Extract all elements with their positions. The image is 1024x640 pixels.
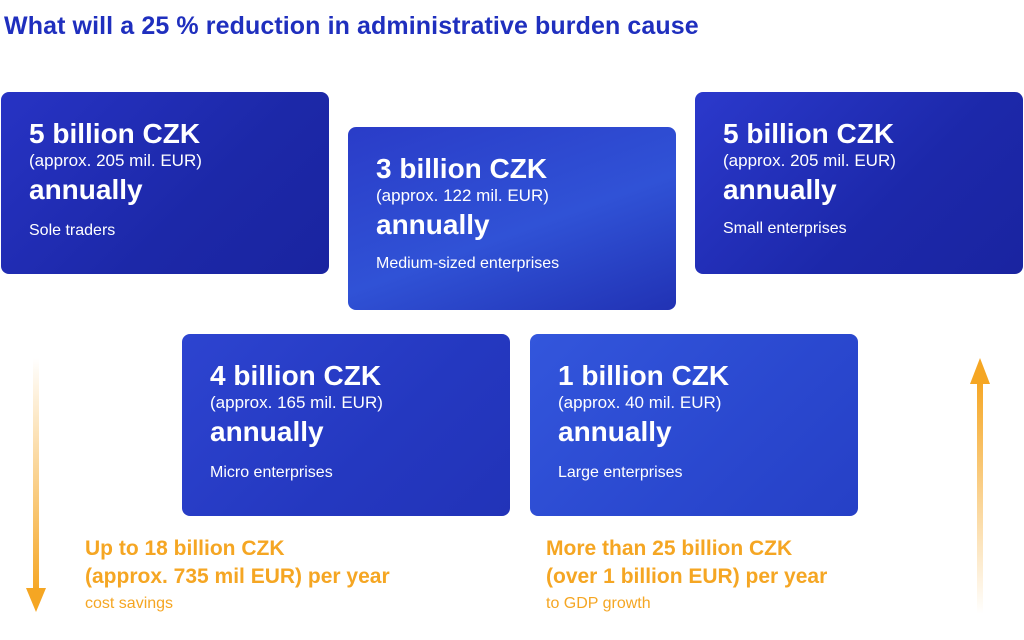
card-annual: annually bbox=[29, 174, 143, 205]
card-segment: Micro enterprises bbox=[210, 464, 333, 481]
card-segment: Sole traders bbox=[29, 222, 116, 239]
card-annual: annually bbox=[376, 209, 490, 240]
card-approx: (approx. 205 mil. EUR) bbox=[723, 151, 896, 170]
page-title: What will a 25 % reduction in administra… bbox=[4, 12, 699, 40]
card-large-enterprises: 1 billion CZK (approx. 40 mil. EUR) annu… bbox=[530, 334, 858, 516]
card-amount: 1 billion CZK bbox=[558, 360, 730, 391]
savings-line1: Up to 18 billion CZK bbox=[85, 537, 285, 560]
card-sole-traders: 5 billion CZK (approx. 205 mil. EUR) ann… bbox=[1, 92, 329, 274]
card-amount: 5 billion CZK bbox=[29, 118, 201, 149]
card-approx: (approx. 205 mil. EUR) bbox=[29, 151, 202, 170]
card-segment: Medium-sized enterprises bbox=[376, 255, 560, 272]
arrow-down-icon bbox=[26, 358, 46, 612]
card-annual: annually bbox=[723, 174, 837, 205]
card-micro-enterprises: 4 billion CZK (approx. 165 mil. EUR) ann… bbox=[182, 334, 510, 516]
cost-savings-summary: Up to 18 billion CZK (approx. 735 mil EU… bbox=[85, 535, 390, 615]
growth-line1: More than 25 billion CZK bbox=[546, 537, 793, 560]
growth-caption: to GDP growth bbox=[546, 595, 651, 612]
savings-caption: cost savings bbox=[85, 595, 174, 612]
card-amount: 3 billion CZK bbox=[376, 153, 548, 184]
card-segment: Small enterprises bbox=[723, 220, 847, 237]
arrow-up-icon bbox=[970, 358, 990, 614]
card-annual: annually bbox=[558, 416, 672, 447]
card-approx: (approx. 40 mil. EUR) bbox=[558, 393, 722, 412]
card-approx: (approx. 122 mil. EUR) bbox=[376, 186, 549, 205]
card-amount: 4 billion CZK bbox=[210, 360, 382, 391]
card-small-enterprises: 5 billion CZK (approx. 205 mil. EUR) ann… bbox=[695, 92, 1023, 274]
card-medium-enterprises: 3 billion CZK (approx. 122 mil. EUR) ann… bbox=[348, 127, 676, 310]
card-segment: Large enterprises bbox=[558, 464, 683, 481]
growth-line2: (over 1 billion EUR) per year bbox=[546, 565, 828, 588]
card-amount: 5 billion CZK bbox=[723, 118, 895, 149]
gdp-growth-summary: More than 25 billion CZK (over 1 billion… bbox=[546, 535, 827, 615]
card-annual: annually bbox=[210, 416, 324, 447]
savings-line2: (approx. 735 mil EUR) per year bbox=[85, 565, 390, 588]
card-approx: (approx. 165 mil. EUR) bbox=[210, 393, 383, 412]
